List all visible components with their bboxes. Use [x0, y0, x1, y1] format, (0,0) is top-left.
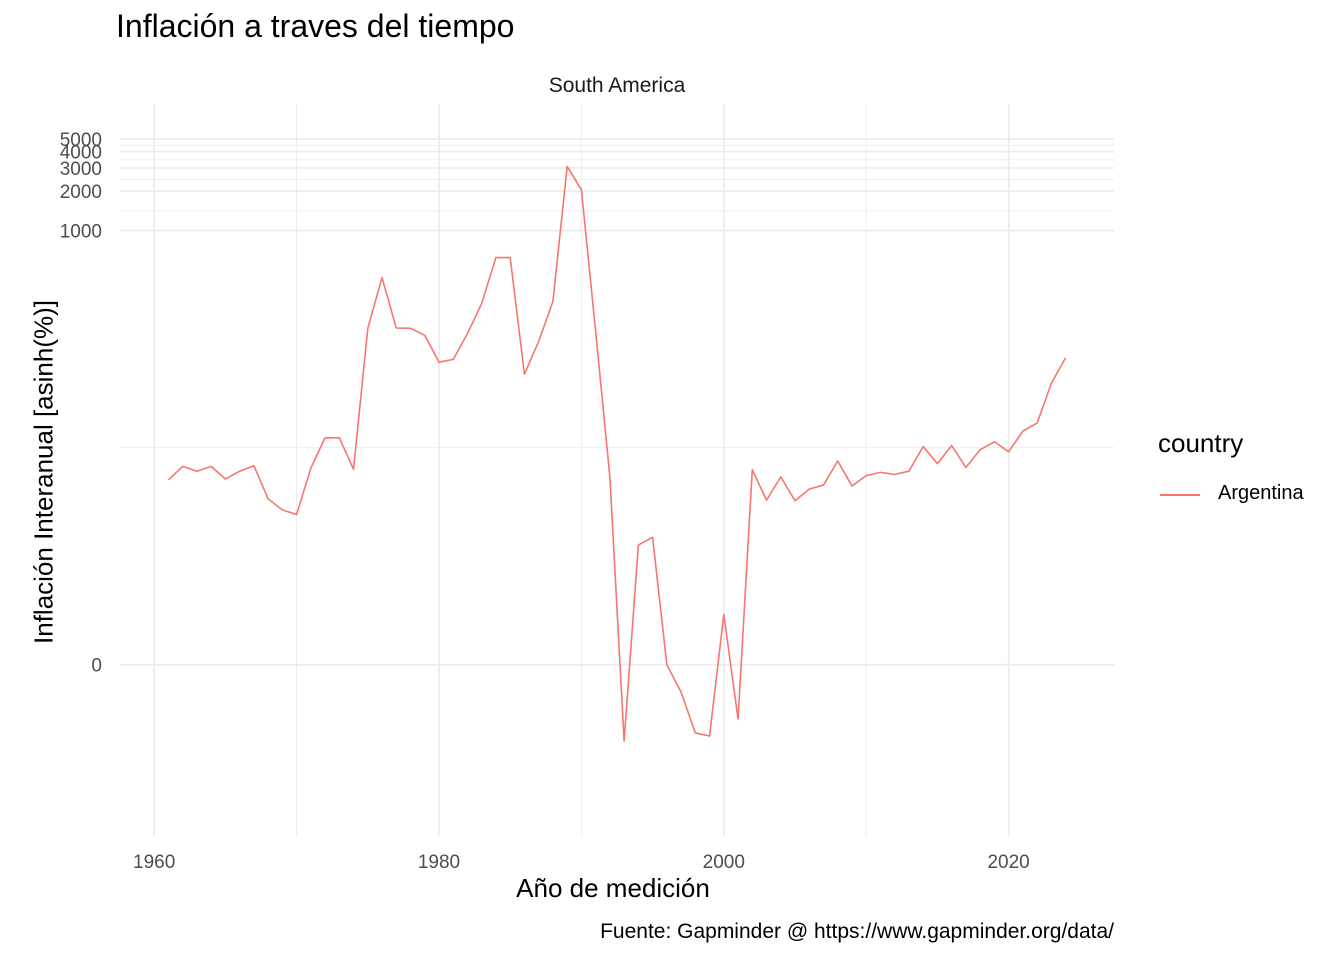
- facet-strip-label: South America: [548, 74, 686, 97]
- y-tick-label: 1000: [60, 222, 102, 243]
- series-line-argentina: [167, 165, 1067, 742]
- x-tick-label: 2000: [703, 852, 745, 873]
- y-tick-label: 5000: [60, 130, 102, 151]
- caption: Fuente: Gapminder @ https://www.gapminde…: [600, 920, 1114, 943]
- x-tick-label: 1980: [418, 852, 460, 873]
- chart-title: Inflación a traves del tiempo: [116, 8, 515, 44]
- y-tick-label: 3000: [60, 159, 102, 180]
- y-tick-label: 4000: [60, 143, 102, 164]
- y-tick-label: 0: [91, 656, 102, 677]
- x-tick-label: 1960: [133, 852, 175, 873]
- legend-label-argentina: Argentina: [1218, 482, 1304, 504]
- x-tick-label: 2020: [987, 852, 1029, 873]
- legend-title: country: [1158, 428, 1244, 458]
- x-axis-label: Año de medición: [516, 873, 710, 903]
- legend-key-argentina: [1160, 494, 1200, 496]
- y-tick-label: 2000: [60, 182, 102, 203]
